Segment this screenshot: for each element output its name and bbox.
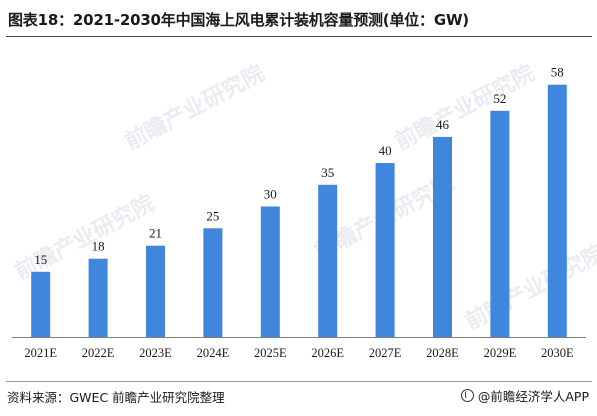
x-tick-2030E: 2030E bbox=[541, 346, 574, 360]
bar-2028E bbox=[433, 136, 452, 337]
data-label-2027E: 40 bbox=[379, 143, 392, 158]
bar-2027E bbox=[375, 163, 395, 337]
x-tick-2026E: 2026E bbox=[311, 346, 344, 360]
source-divider bbox=[6, 381, 592, 382]
x-tick-2027E: 2027E bbox=[369, 346, 402, 360]
data-label-2030E: 58 bbox=[551, 65, 564, 80]
bar-2021E bbox=[31, 271, 51, 338]
bar-2030E bbox=[547, 84, 567, 337]
brand-label: @前瞻经济学人APP bbox=[477, 389, 589, 404]
watermark-0: 前瞻产业研究院 bbox=[121, 60, 269, 155]
bar-2029E bbox=[490, 110, 510, 337]
x-tick-2029E: 2029E bbox=[484, 346, 517, 360]
brand-credit: @前瞻经济学人APP bbox=[460, 386, 589, 405]
source-note: 资料来源：GWEC 前瞻产业研究院整理 bbox=[7, 390, 225, 405]
chart-area: 前瞻产业研究院前瞻产业研究院前瞻产业研究院前瞻产业研究院前瞻产业研究院15202… bbox=[0, 40, 597, 375]
data-label-2026E: 35 bbox=[321, 165, 334, 180]
x-tick-2028E: 2028E bbox=[426, 346, 459, 360]
title-divider bbox=[6, 36, 592, 37]
bar-2024E bbox=[203, 228, 223, 337]
x-tick-2024E: 2024E bbox=[197, 346, 230, 360]
bar-chart: 前瞻产业研究院前瞻产业研究院前瞻产业研究院前瞻产业研究院前瞻产业研究院15202… bbox=[11, 60, 597, 360]
watermark-3: 前瞻产业研究院 bbox=[391, 60, 539, 155]
data-label-2028E: 46 bbox=[436, 117, 450, 132]
data-label-2021E: 15 bbox=[34, 252, 47, 267]
data-label-2022E: 18 bbox=[92, 239, 105, 254]
watermark-1: 前瞻产业研究院 bbox=[11, 190, 159, 285]
brand-logo-icon bbox=[460, 389, 474, 402]
data-label-2029E: 52 bbox=[493, 91, 506, 106]
bar-2023E bbox=[146, 245, 165, 337]
bar-2022E bbox=[88, 258, 108, 337]
x-tick-2021E: 2021E bbox=[24, 346, 57, 360]
data-label-2025E: 30 bbox=[264, 187, 277, 202]
chart-title: 图表18：2021-2030年中国海上风电累计装机容量预测(单位：GW) bbox=[8, 11, 469, 29]
x-tick-2023E: 2023E bbox=[139, 346, 172, 360]
x-tick-2025E: 2025E bbox=[254, 346, 287, 360]
bar-2025E bbox=[260, 206, 280, 337]
bar-2026E bbox=[318, 184, 338, 338]
x-tick-2022E: 2022E bbox=[82, 346, 115, 360]
data-label-2024E: 25 bbox=[206, 208, 219, 223]
data-label-2023E: 21 bbox=[149, 226, 162, 241]
watermark-4: 前瞻产业研究院 bbox=[461, 240, 597, 335]
